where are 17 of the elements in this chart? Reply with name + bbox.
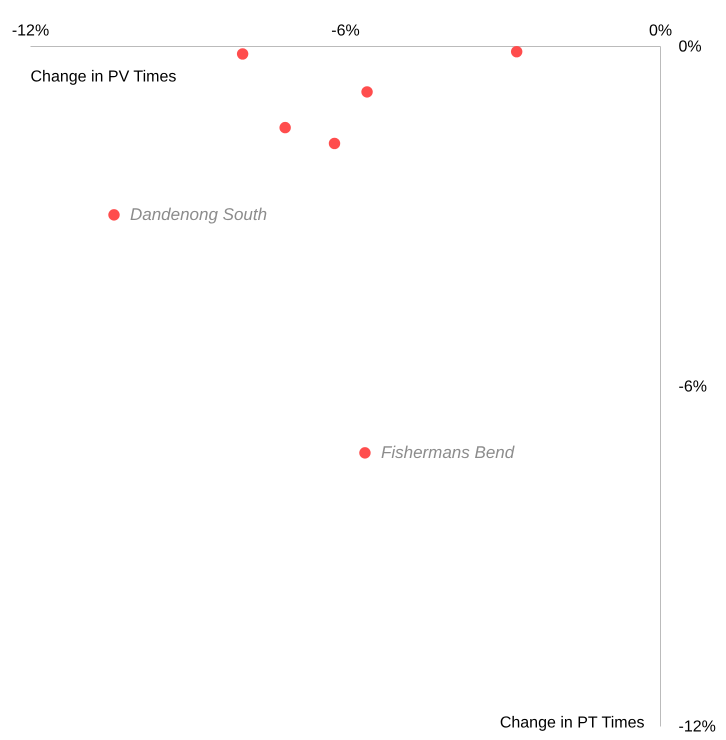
x-tick-label: -6% bbox=[331, 22, 360, 40]
y-tick-label: -12% bbox=[678, 718, 716, 736]
y-tick-label: 0% bbox=[678, 38, 702, 56]
annotation: Fishermans Bend bbox=[380, 442, 515, 462]
point bbox=[510, 46, 522, 58]
point bbox=[108, 209, 120, 221]
x-tick-label: -12% bbox=[12, 22, 50, 40]
y-axis-title: Change in PT Times bbox=[500, 714, 644, 732]
point bbox=[236, 48, 248, 60]
annotation: Dandenong South bbox=[130, 204, 268, 224]
point bbox=[359, 447, 371, 459]
point bbox=[361, 86, 373, 98]
x-axis-title: Change in PV Times bbox=[30, 68, 176, 86]
point bbox=[328, 138, 340, 150]
y-tick-label: -6% bbox=[678, 378, 707, 396]
x-tick-label: 0% bbox=[648, 22, 672, 40]
point bbox=[279, 122, 291, 134]
